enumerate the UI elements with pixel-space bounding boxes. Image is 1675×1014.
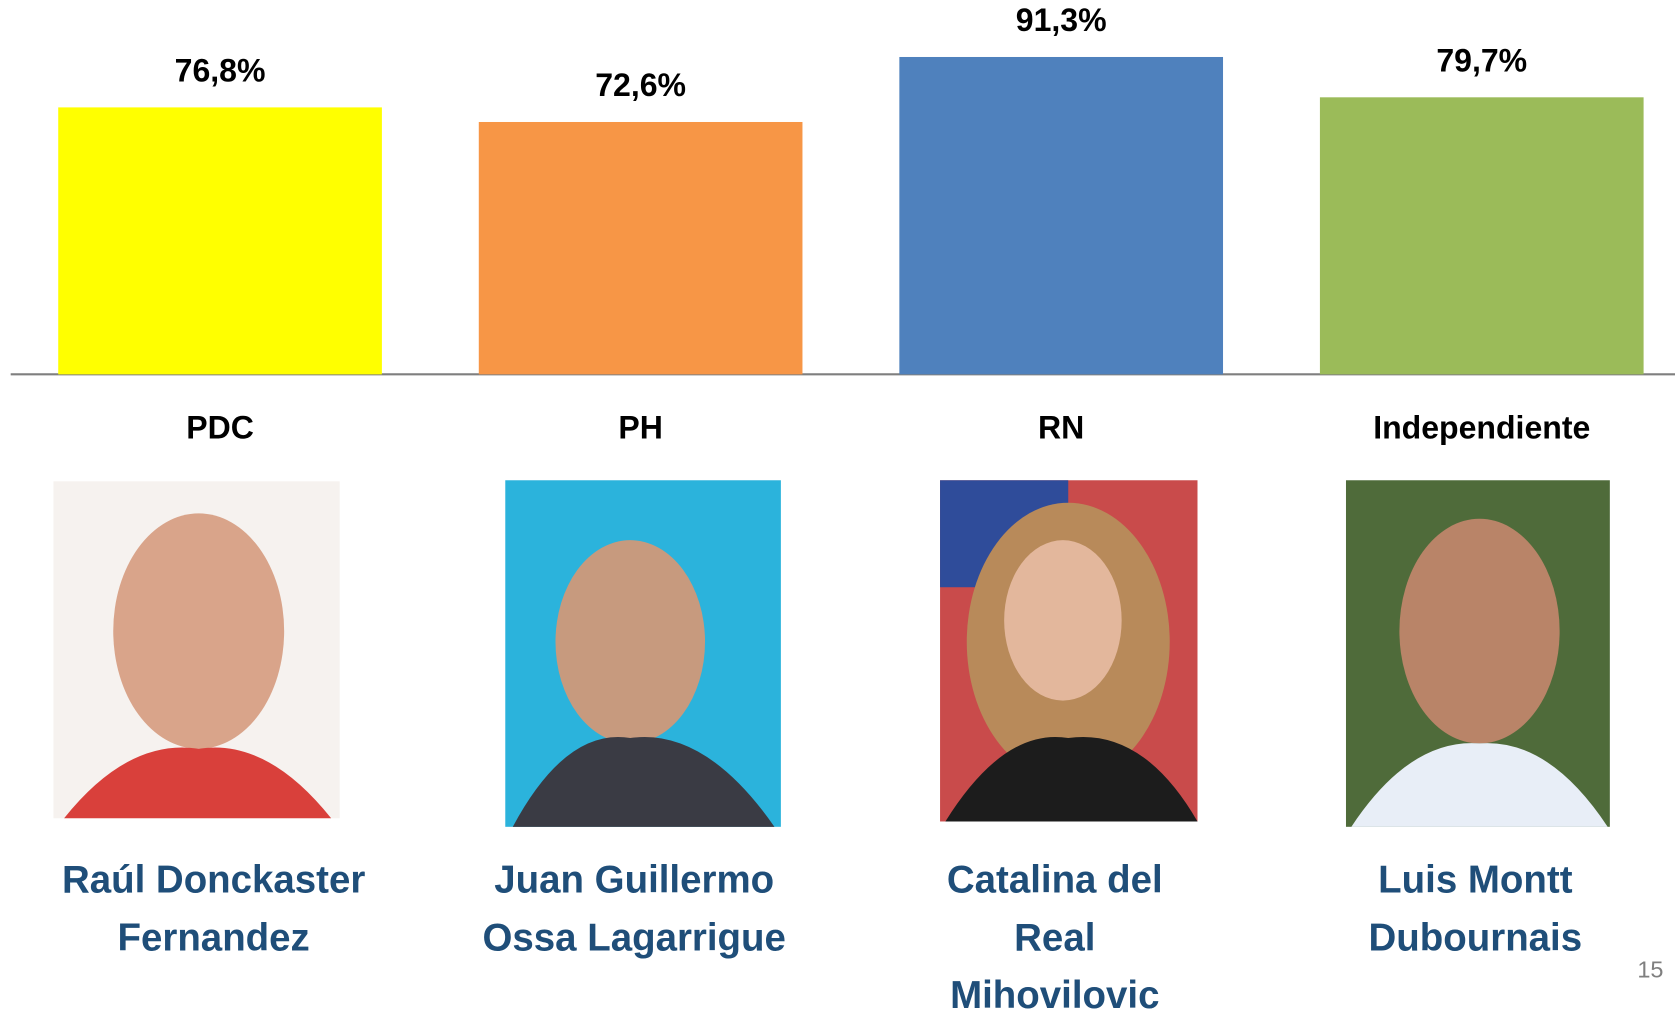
page-number: 15 (1637, 956, 1663, 982)
candidate-name: Raúl Donckaster (62, 859, 365, 902)
category-label: RN (1038, 409, 1084, 445)
category-label: PH (618, 409, 663, 445)
photo-shirt (1351, 743, 1608, 827)
photo-face (1004, 540, 1122, 701)
photo-face (1399, 518, 1560, 744)
candidate-name: Mihovilovic (950, 974, 1159, 1014)
bar (899, 56, 1224, 375)
value-label: 72,6% (595, 67, 686, 103)
category-label: PDC (186, 409, 254, 445)
candidate-name: Juan Guillermo (494, 859, 774, 902)
value-label: 76,8% (175, 53, 266, 89)
photo-shirt (512, 736, 775, 827)
bar (1319, 97, 1644, 375)
value-label: 79,7% (1436, 43, 1527, 79)
candidate-name: Catalina del (947, 859, 1163, 902)
value-label: 91,3% (1016, 2, 1107, 38)
candidate-name: Dubournais (1369, 916, 1583, 959)
candidate-name: Ossa Lagarrigue (483, 916, 786, 959)
photo-shirt (945, 736, 1198, 822)
photos (53, 480, 1610, 827)
candidate-name: Real (1014, 916, 1095, 959)
candidate-name: Fernandez (118, 916, 310, 959)
photo-face (555, 540, 706, 744)
category-label: Independiente (1373, 409, 1590, 445)
photo-shirt (64, 747, 332, 819)
bar (478, 121, 803, 375)
candidate-name: Luis Montt (1378, 859, 1572, 902)
photo-face (113, 513, 285, 749)
bar (58, 107, 382, 375)
